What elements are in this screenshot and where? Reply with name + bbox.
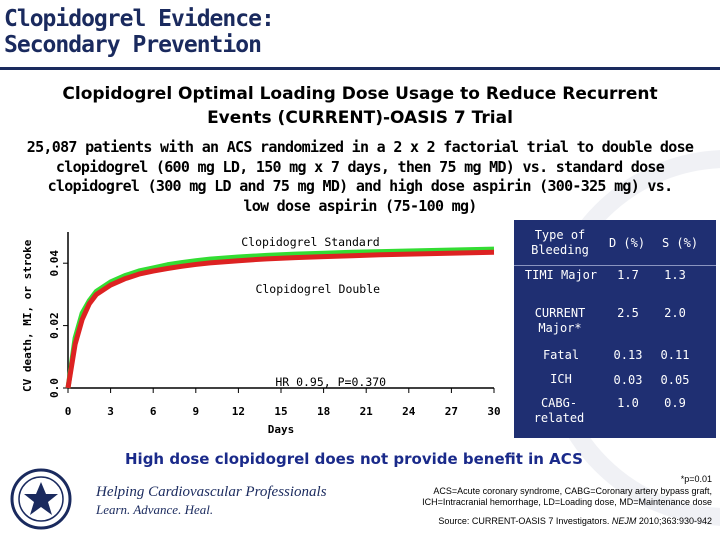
- table-row-type: CABG-related: [533, 396, 585, 425]
- table-row-s: 0.05: [660, 373, 690, 387]
- conclusion-text: High dose clopidogrel does not provide b…: [125, 450, 583, 468]
- table-row-d: 1.7: [617, 268, 639, 282]
- series-label: Clopidogrel Double: [255, 282, 380, 296]
- x-tick-label: 15: [274, 405, 287, 418]
- table-row-s: 0.11: [660, 348, 690, 362]
- desc-line-3: clopidogrel (300 mg LD and 75 mg MD) and…: [47, 177, 674, 195]
- bleeding-table: [514, 220, 716, 438]
- source-prefix: Source: CURRENT-OASIS 7 Investigators.: [438, 516, 610, 526]
- x-tick-label: 12: [232, 405, 245, 418]
- table-row-type: CURRENT Major*: [534, 306, 586, 335]
- chart-subtitle: Clopidogrel Optimal Loading Dose Usage t…: [0, 82, 720, 130]
- table-header-d: D (%): [608, 236, 646, 250]
- table-row-type: ICH: [550, 372, 572, 386]
- hr-annotation: HR 0.95, P=0.370: [275, 375, 386, 389]
- table-header-divider: [514, 265, 716, 266]
- source-journal: NEJM: [611, 516, 637, 526]
- title-line-1: Clopidogrel Evidence:: [4, 6, 275, 32]
- series-line: [65, 246, 495, 389]
- title-line-2: Secondary Prevention: [4, 32, 262, 58]
- x-tick-label: 24: [402, 405, 416, 418]
- subtitle-line-1: Clopidogrel Optimal Loading Dose Usage t…: [62, 84, 658, 104]
- x-tick-label: 18: [317, 405, 330, 418]
- title-divider: [0, 67, 720, 70]
- series-label: Clopidogrel Standard: [241, 235, 379, 249]
- x-tick-label: 30: [487, 405, 500, 418]
- footnote-pvalue: *p=0.01: [680, 474, 712, 484]
- table-row-d: 0.03: [613, 373, 643, 387]
- y-tick-label: 0.0: [48, 378, 61, 398]
- table-header-type: Type of Bleeding: [531, 228, 589, 257]
- x-axis-title: Days: [268, 423, 295, 436]
- table-row-type: Fatal: [542, 348, 580, 362]
- trial-description: 25,087 patients with an ACS randomized i…: [20, 138, 700, 216]
- table-row-type: TIMI Major: [524, 268, 598, 282]
- table-header-s: S (%): [661, 236, 699, 250]
- tagline-main: Helping Cardiovascular Professionals: [96, 484, 327, 500]
- subtitle-line-2: Events (CURRENT)-OASIS 7 Trial: [207, 108, 513, 128]
- x-tick-label: 27: [445, 405, 458, 418]
- series-line: [65, 249, 495, 389]
- footnote-abbrev-2: ICH=Intracranial hemorrhage, LD=Loading …: [422, 497, 712, 507]
- x-tick-label: 21: [360, 405, 374, 418]
- table-row-d: 1.0: [617, 396, 639, 410]
- y-tick-label: 0.04: [48, 250, 61, 277]
- source-citation: Source: CURRENT-OASIS 7 Investigators. N…: [438, 516, 712, 526]
- source-suffix: 2010;363:930-942: [638, 516, 712, 526]
- acc-seal-logo: [10, 468, 72, 530]
- table-row-d: 0.13: [613, 348, 643, 362]
- table-row-d: 2.5: [617, 306, 639, 320]
- table-row-s: 1.3: [664, 268, 686, 282]
- table-row-s: 0.9: [664, 396, 686, 410]
- y-tick-label: 0.02: [48, 312, 61, 339]
- tagline-sub: Learn. Advance. Heal.: [96, 502, 214, 517]
- desc-line-4: low dose aspirin (75-100 mg): [243, 196, 477, 215]
- footnote-abbrev-1: ACS=Acute coronary syndrome, CABG=Corona…: [433, 486, 712, 496]
- desc-line-1: 25,087 patients with an ACS randomized i…: [26, 138, 694, 156]
- x-tick-label: 3: [107, 405, 114, 418]
- desc-line-2: clopidogrel (600 mg LD, 150 mg x 7 days,…: [55, 157, 665, 176]
- x-tick-label: 0: [65, 405, 72, 418]
- table-row-s: 2.0: [664, 306, 686, 320]
- x-tick-label: 9: [192, 405, 199, 418]
- slide-title: Clopidogrel Evidence: Secondary Preventi…: [4, 6, 275, 58]
- x-tick-label: 6: [150, 405, 157, 418]
